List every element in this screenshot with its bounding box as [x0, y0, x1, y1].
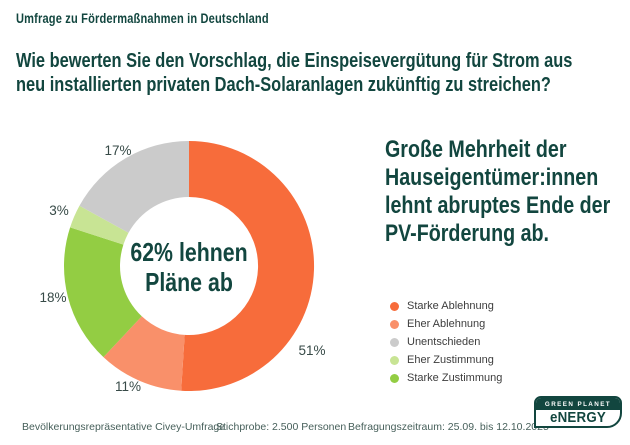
donut-segment-unentschieden [79, 141, 189, 233]
logo-energy-text: eNERGY [550, 410, 606, 426]
key-message-line-4: PV-Förderung ab. [385, 220, 550, 247]
footer-source: Bevölkerungsrepräsentative Civey-Umfrage [22, 421, 226, 433]
donut-segment-eher-ablehnung [103, 316, 185, 391]
legend-label: Starke Zustimmung [407, 372, 503, 384]
legend-label: Eher Zustimmung [407, 354, 494, 366]
donut-segment-starke-ablehnung [181, 140, 315, 391]
legend-item-starke-ablehnung: Starke Ablehnung [390, 300, 502, 312]
logo-green-planet-text: GREEN PLANET [536, 398, 620, 410]
legend-label: Starke Ablehnung [407, 300, 494, 312]
pct-label-unentschieden: 17% [104, 143, 132, 158]
donut-chart-svg [64, 140, 315, 391]
key-message-line-1: Große Mehrheit der [385, 136, 567, 163]
donut-center-label: 62% lehnen Pläne ab [109, 237, 269, 297]
legend-label: Eher Ablehnung [407, 318, 486, 330]
legend-item-unentschieden: Unentschieden [390, 336, 502, 348]
kicker-title: Umfrage zu Fördermaßnahmen in Deutschlan… [16, 11, 269, 26]
donut-chart [59, 136, 319, 396]
headline-line-1: Wie bewerten Sie den Vorschlag, die Eins… [16, 50, 573, 72]
center-label-line-1: 62% lehnen [130, 237, 248, 267]
donut-segment-starke-zustimmung [64, 227, 142, 358]
pct-label-starke-zustimmung: 18% [39, 290, 67, 305]
pct-label-eher-zustimmung: 3% [49, 203, 69, 218]
legend-dot-starke-zustimmung [390, 373, 399, 383]
pct-label-starke-ablehnung: 51% [298, 343, 326, 358]
legend-label: Unentschieden [407, 336, 481, 348]
key-message: Große Mehrheit der Hauseigentümer:innen … [385, 136, 630, 248]
center-label-line-2: Pläne ab [145, 267, 233, 297]
footer-sample-size: Stichprobe: 2.500 Personen [216, 421, 347, 433]
legend-item-eher-zustimmung: Eher Zustimmung [390, 354, 502, 366]
pct-label-eher-ablehnung: 11% [114, 379, 142, 394]
key-message-line-2: Hauseigentümer:innen [385, 164, 599, 191]
footer-survey-period: Befragungszeitraum: 25.09. bis 12.10.202… [348, 421, 549, 433]
legend-dot-starke-ablehnung [390, 301, 399, 311]
donut-segment-eher-zustimmung [70, 205, 129, 245]
headline-line-2: neu installierten privaten Dach-Solaranl… [16, 74, 551, 96]
key-message-line-3: lehnt abruptes Ende der [385, 192, 611, 219]
legend-item-starke-zustimmung: Starke Zustimmung [390, 372, 503, 384]
legend-dot-eher-ablehnung [390, 319, 399, 329]
legend-item-eher-ablehnung: Eher Ablehnung [390, 318, 502, 330]
headline: Wie bewerten Sie den Vorschlag, die Eins… [16, 49, 630, 97]
legend-dot-unentschieden [390, 337, 399, 347]
green-planet-energy-logo: GREEN PLANET eNERGY [534, 396, 622, 428]
chart-legend: Starke Ablehnung Eher Ablehnung Unentsch… [390, 300, 503, 391]
legend-dot-eher-zustimmung [390, 355, 399, 365]
